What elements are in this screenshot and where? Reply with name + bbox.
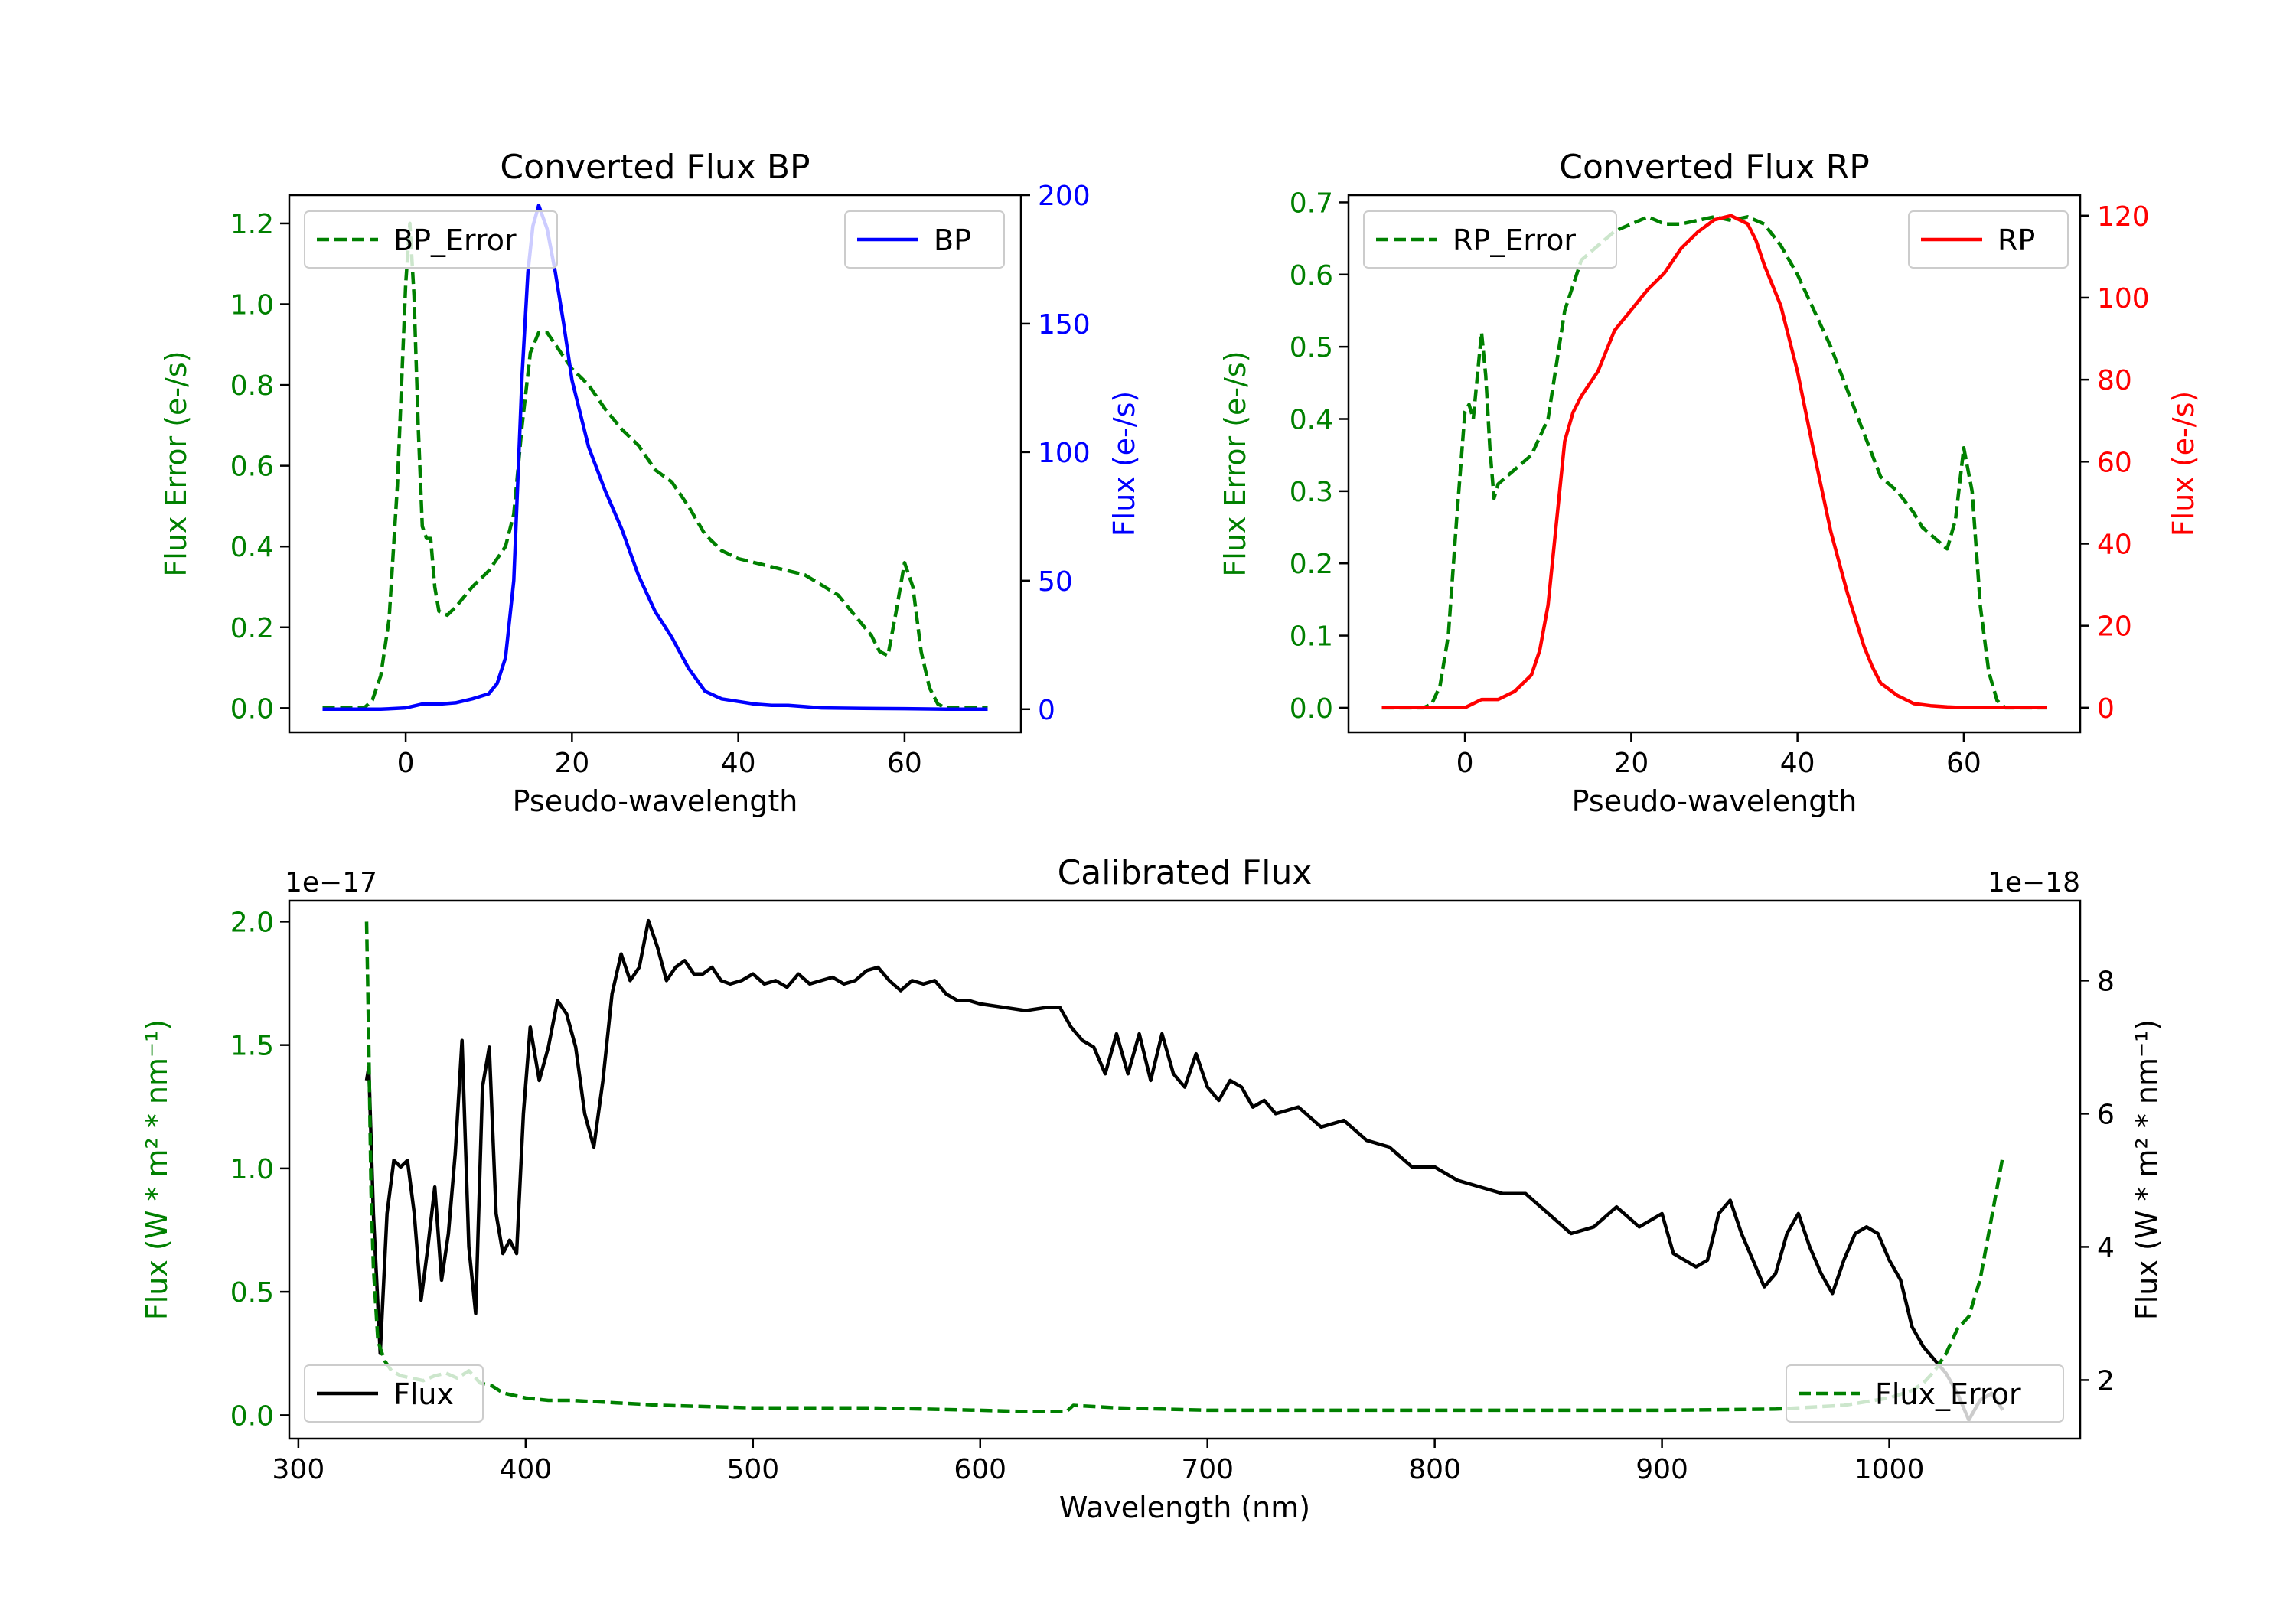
series-line-rp-error: [1381, 215, 2047, 710]
chart-title: Calibrated Flux: [1058, 853, 1313, 892]
legend-rp: RP: [1908, 210, 2069, 269]
right-tick-label: 6: [2097, 1099, 2115, 1130]
x-tick-label: 400: [499, 1454, 552, 1485]
chart-2: Converted Flux RP 0 20 40 60 Pseudo-wavelengt…: [1218, 148, 2200, 818]
legend-box: [1363, 210, 1617, 269]
x-tick-label: 1000: [1854, 1454, 1925, 1485]
x-axis-label: Pseudo-wavelength: [1572, 784, 1857, 818]
left-tick-label: 0.0: [230, 693, 274, 725]
right-tick-label: 120: [2097, 201, 2150, 233]
x-tick-label: 500: [726, 1454, 779, 1485]
left-axis-label: Flux Error (e-/s): [159, 350, 193, 576]
legend-label: BP_Error: [393, 223, 517, 257]
x-tick-label: 0: [397, 748, 415, 779]
legend-box: [844, 210, 1005, 269]
x-tick-label: 700: [1181, 1454, 1234, 1485]
right-tick-label: 150: [1038, 309, 1091, 341]
chart-title: Converted Flux BP: [500, 148, 810, 187]
left-tick-label: 0.6: [230, 451, 274, 483]
right-axis-label: Flux (e-/s): [1107, 391, 1141, 536]
x-tick-label: 20: [1613, 748, 1649, 779]
right-tick-label: 40: [2097, 529, 2132, 560]
left-tick-label: 1.0: [230, 290, 274, 321]
x-tick-label: 40: [1780, 748, 1815, 779]
legend-flux-error: Flux_Error: [1786, 1364, 2064, 1423]
right-axis-label: Flux (W * m² * nm⁻¹): [2130, 1019, 2164, 1320]
legend-bp: BP: [844, 210, 1005, 269]
left-tick-label: 0.0: [1290, 693, 1333, 725]
right-tick-label: 8: [2097, 966, 2115, 997]
right-tick-label: 0: [2097, 693, 2115, 725]
chart-3: Calibrated Flux 300 400 500 600 700 800 900 1000…: [140, 853, 2164, 1524]
plot-frame: [288, 899, 2082, 1440]
left-tick-label: 0.0: [230, 1400, 274, 1432]
legend-label: RP: [1998, 223, 2035, 257]
left-tick-label: 0.5: [230, 1277, 274, 1309]
x-tick-label: 600: [954, 1454, 1006, 1485]
x-axis-label: Wavelength (nm): [1059, 1491, 1310, 1524]
right-tick-label: 4: [2097, 1232, 2115, 1263]
x-tick-label: 60: [1946, 748, 1981, 779]
left-tick-label: 0.5: [1290, 332, 1333, 363]
left-tick-label: 0.6: [1290, 260, 1333, 292]
x-tick-label: 800: [1408, 1454, 1461, 1485]
right-offset-text: 1e−18: [1988, 867, 2080, 898]
left-tick-label: 0.4: [230, 532, 274, 563]
series-line-bp: [322, 204, 988, 712]
right-tick-label: 100: [2097, 283, 2150, 315]
left-tick-label: 1.0: [230, 1154, 274, 1185]
left-tick-label: 0.3: [1290, 477, 1333, 508]
series-line-bp-error: [322, 221, 988, 710]
series-line-flux: [364, 918, 2004, 1422]
x-tick-label: 900: [1636, 1454, 1688, 1485]
left-tick-label: 0.2: [230, 613, 274, 644]
right-tick-label: 60: [2097, 447, 2132, 478]
left-axis-label: Flux (W * m² * nm⁻¹): [140, 1019, 174, 1320]
left-tick-label: 2.0: [230, 907, 274, 938]
left-tick-label: 0.4: [1290, 405, 1333, 436]
left-tick-label: 0.1: [1290, 621, 1333, 653]
x-tick-label: 300: [272, 1454, 325, 1485]
legend-label: Flux_Error: [1875, 1377, 2021, 1411]
left-tick-label: 0.8: [230, 370, 274, 402]
series-line-rp: [1381, 214, 2047, 710]
right-tick-label: 80: [2097, 365, 2132, 396]
right-tick-label: 50: [1038, 566, 1073, 598]
left-tick-label: 0.2: [1290, 549, 1333, 580]
left-tick-label: 1.5: [230, 1031, 274, 1062]
right-tick-label: 2: [2097, 1365, 2115, 1397]
x-tick-label: 40: [721, 748, 756, 779]
legend-label: RP_Error: [1453, 223, 1576, 257]
legend-label: Flux: [393, 1377, 454, 1411]
left-tick-label: 0.7: [1290, 187, 1333, 219]
left-tick-label: 1.2: [230, 209, 274, 240]
plot-frame: [288, 194, 1022, 734]
chart-1: Converted Flux BP 0 20 40 60 Pseudo-wavelengt…: [159, 148, 1141, 818]
legend-box: [304, 210, 558, 269]
x-tick-label: 20: [554, 748, 589, 779]
legend-box: [304, 1364, 484, 1423]
legend-box: [1908, 210, 2069, 269]
plot-frame: [1347, 194, 2082, 734]
left-axis-label: Flux Error (e-/s): [1218, 350, 1252, 576]
x-axis-label: Pseudo-wavelength: [513, 784, 798, 818]
x-tick-label: 0: [1456, 748, 1474, 779]
left-offset-text: 1e−17: [285, 867, 377, 898]
legend-box: [1786, 1364, 2064, 1423]
right-tick-label: 20: [2097, 611, 2132, 643]
legend-label: BP: [934, 223, 971, 257]
x-tick-label: 60: [887, 748, 922, 779]
chart-title: Converted Flux RP: [1559, 148, 1870, 187]
legend-rp-error: RP_Error: [1363, 210, 1617, 269]
legend-bp-error: BP_Error: [304, 210, 558, 269]
right-tick-label: 100: [1038, 438, 1091, 469]
legend-flux: Flux: [304, 1364, 484, 1423]
right-tick-label: 0: [1038, 695, 1055, 726]
right-tick-label: 200: [1038, 181, 1091, 212]
right-axis-label: Flux (e-/s): [2167, 391, 2200, 536]
